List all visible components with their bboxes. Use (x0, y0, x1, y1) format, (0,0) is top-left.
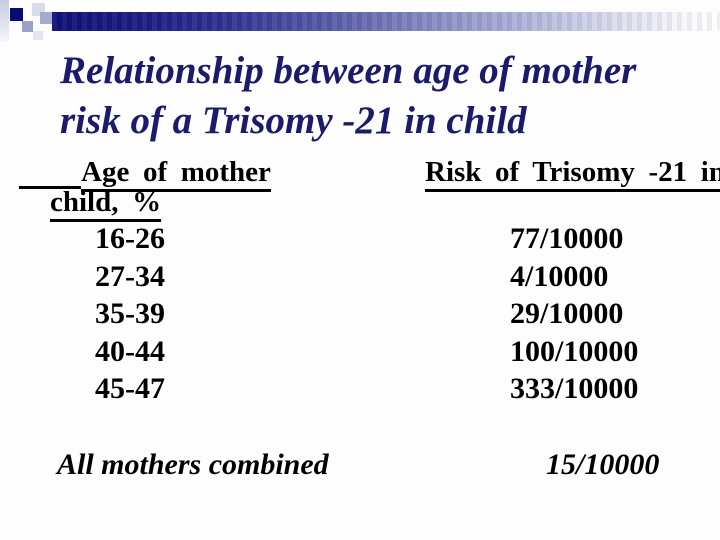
age-range-cell: 40-44 (95, 335, 165, 368)
table-header-left: Age of mother (19, 156, 271, 192)
summary-row: All mothers combined 15/10000 (0, 450, 720, 490)
table-row: 35-39 29/10000 (0, 299, 720, 337)
table-row: 45-47 333/10000 (0, 374, 720, 412)
deco-square-mid2 (22, 21, 33, 32)
summary-label: All mothers combined (57, 448, 329, 481)
age-range-cell: 27-34 (95, 260, 165, 293)
summary-value: 15/10000 (546, 448, 660, 481)
risk-value-cell: 77/10000 (510, 222, 624, 255)
risk-value-cell: 4/10000 (510, 260, 609, 293)
deco-vertical-strip (0, 0, 9, 42)
slide-title-line1: Relationship between age of mother (60, 49, 637, 92)
risk-value-cell: 100/10000 (510, 335, 639, 368)
table-row: 16-26 77/10000 (0, 224, 720, 262)
slide-title-line2: risk of a Trisomy -21 in child (60, 99, 527, 142)
age-range-cell: 35-39 (95, 297, 165, 330)
title-accent-bar (52, 12, 720, 31)
table-row: 40-44 100/10000 (0, 337, 720, 375)
age-range-cell: 16-26 (95, 222, 165, 255)
deco-square-light2 (33, 31, 43, 40)
deco-square-navy (10, 8, 23, 21)
risk-value-cell: 333/10000 (510, 372, 639, 405)
slide-title: Relationship between age of mother risk … (60, 46, 710, 146)
table-row: 27-34 4/10000 (0, 262, 720, 300)
table-header-right: Risk of Trisomy -21 in (425, 156, 720, 192)
table-header-wrap-label: child, % (50, 186, 162, 222)
table-header-wrap: child, % (50, 186, 162, 222)
risk-value-cell: 29/10000 (510, 297, 624, 330)
age-range-cell: 45-47 (95, 372, 165, 405)
table-header-left-label: Age of mother (81, 156, 271, 192)
leading-underline (19, 186, 81, 189)
deco-square-mid (40, 12, 52, 24)
table-header-right-label: Risk of Trisomy -21 in (425, 156, 720, 192)
